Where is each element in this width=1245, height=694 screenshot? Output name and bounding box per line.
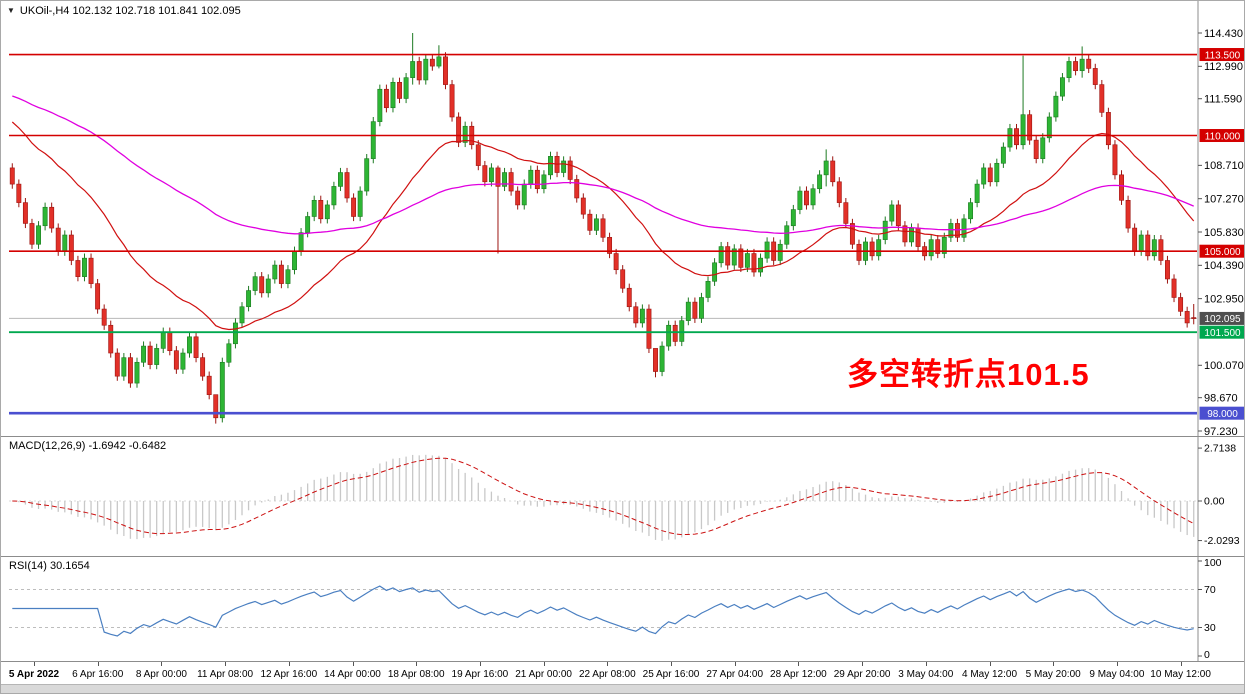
price-tick-label: 111.590 (1204, 94, 1242, 106)
time-tick (798, 662, 800, 666)
time-tick (734, 662, 736, 666)
time-axis-label: 10 May 12:00 (1150, 669, 1211, 680)
price-badge (1199, 244, 1244, 258)
panel-divider[interactable] (1, 556, 1244, 557)
time-tick (925, 662, 927, 666)
time-tick (225, 662, 227, 666)
price-badge-label: 102.095 (1204, 314, 1241, 325)
annotation-text: 多空转折点101.5 (847, 357, 1090, 392)
time-axis-label: 25 Apr 16:00 (642, 669, 700, 680)
panel-divider (1, 661, 1244, 662)
macd-tick-label: 0.00 (1204, 496, 1225, 508)
rsi-tick-label: 30 (1204, 622, 1216, 634)
time-axis-label: 22 Apr 08:00 (578, 669, 636, 680)
macd-panel: MACD(12,26,9) -1.6942 -0.6482 2.7138 0.00… (1, 437, 1244, 556)
rsi-line (12, 585, 1194, 637)
time-axis-label: 18 Apr 08:00 (387, 669, 445, 680)
price-tick-label: 108.710 (1204, 160, 1244, 172)
price-tick-label: 100.070 (1204, 360, 1244, 372)
time-axis-label: 12 Apr 16:00 (260, 669, 318, 680)
macd-chart-canvas[interactable]: 2.7138 0.00 -2.0293 (1, 437, 1245, 556)
symbol-info: ▼ UKOil-,H4 102.132 102.718 101.841 102.… (7, 5, 241, 17)
time-tick (479, 662, 481, 666)
time-tick (288, 662, 290, 666)
time-axis-label: 4 May 12:00 (961, 669, 1018, 680)
time-tick (671, 662, 672, 666)
macd-tick-label: 2.7138 (1204, 443, 1236, 455)
price-badge-label: 105.000 (1204, 247, 1241, 258)
time-axis-label: 28 Apr 12:00 (770, 669, 827, 680)
time-axis-label: 5 Apr 2022 (8, 669, 60, 680)
price-badge-label: 98.000 (1207, 409, 1238, 420)
time-axis-label: 8 Apr 00:00 (135, 669, 187, 680)
time-axis-label: 6 Apr 16:00 (72, 669, 124, 680)
price-panel: ▼ UKOil-,H4 102.132 102.718 101.841 102.… (1, 1, 1244, 436)
ma-fast-red (11, 121, 1195, 331)
price-badge (1199, 325, 1244, 339)
time-tick (1180, 662, 1182, 666)
time-axis-label: 3 May 04:00 (898, 669, 954, 680)
time-tick (416, 662, 418, 666)
time-tick (543, 662, 545, 666)
price-badge (1199, 48, 1244, 62)
rsi-tick-label: 0 (1204, 649, 1210, 661)
time-tick (352, 662, 354, 666)
price-badge-label: 101.500 (1204, 328, 1241, 339)
rsi-chart-canvas[interactable]: 100 70 30 0 (1, 557, 1245, 661)
candles (9, 33, 1197, 424)
macd-tick-label: -2.0293 (1204, 535, 1240, 547)
time-axis-label: 9 May 04:00 (1089, 669, 1145, 680)
time-axis[interactable]: 5 Apr 2022 6 Apr 16:00 8 Apr 00:00 11 Apr 0… (1, 662, 1244, 684)
time-tick (989, 662, 991, 666)
time-axis-label: 11 Apr 08:00 (197, 669, 254, 680)
price-tick-label: 107.270 (1204, 193, 1244, 205)
time-tick (161, 662, 163, 666)
price-chart-canvas[interactable]: 114.430 112.990 111.590 108.710 107.270 105.8… (1, 1, 1245, 436)
time-tick (34, 662, 35, 666)
rsi-panel: RSI(14) 30.1654 100 70 30 0 (1, 557, 1244, 661)
time-tick (97, 662, 99, 666)
time-axis-label: 27 Apr 04:00 (706, 669, 764, 680)
macd-histogram (18, 454, 1195, 541)
macd-signal-line (12, 457, 1194, 536)
window-bottom-strip (1, 684, 1244, 693)
price-tick-label: 104.390 (1204, 260, 1244, 272)
time-axis-label: 29 Apr 20:00 (833, 669, 891, 680)
price-tick-label: 105.830 (1204, 227, 1244, 239)
price-tick-label: 112.990 (1204, 61, 1243, 73)
time-tick (1116, 662, 1118, 666)
rsi-tick-label: 100 (1204, 557, 1222, 569)
symbol-marker-icon: ▼ (7, 6, 15, 15)
price-badge (1199, 311, 1244, 325)
price-tick-label: 102.950 (1204, 293, 1244, 305)
macd-label: MACD(12,26,9) -1.6942 -0.6482 (9, 440, 167, 452)
rsi-tick-label: 70 (1204, 584, 1216, 596)
price-tick-label: 114.430 (1204, 28, 1243, 40)
ma-slow-magenta (12, 95, 1194, 235)
price-tick-label: 98.670 (1204, 392, 1238, 404)
price-badge-label: 113.500 (1205, 50, 1241, 61)
time-tick (862, 662, 864, 666)
symbol-ohlc-text: UKOil-,H4 102.132 102.718 101.841 102.09… (19, 5, 241, 17)
time-axis-label: 21 Apr 00:00 (515, 669, 572, 680)
time-axis-label: 19 Apr 16:00 (451, 669, 509, 680)
time-axis-label: 5 May 20:00 (1025, 669, 1081, 680)
panel-divider[interactable] (1, 436, 1244, 437)
price-tick-label: 97.230 (1204, 426, 1238, 436)
rsi-label: RSI(14) 30.1654 (9, 560, 90, 572)
price-badge (1199, 406, 1244, 420)
time-tick (607, 662, 609, 666)
time-tick (1053, 662, 1055, 666)
time-axis-label: 14 Apr 00:00 (324, 669, 381, 680)
price-badge-label: 110.000 (1205, 131, 1241, 142)
price-badge (1199, 129, 1244, 143)
